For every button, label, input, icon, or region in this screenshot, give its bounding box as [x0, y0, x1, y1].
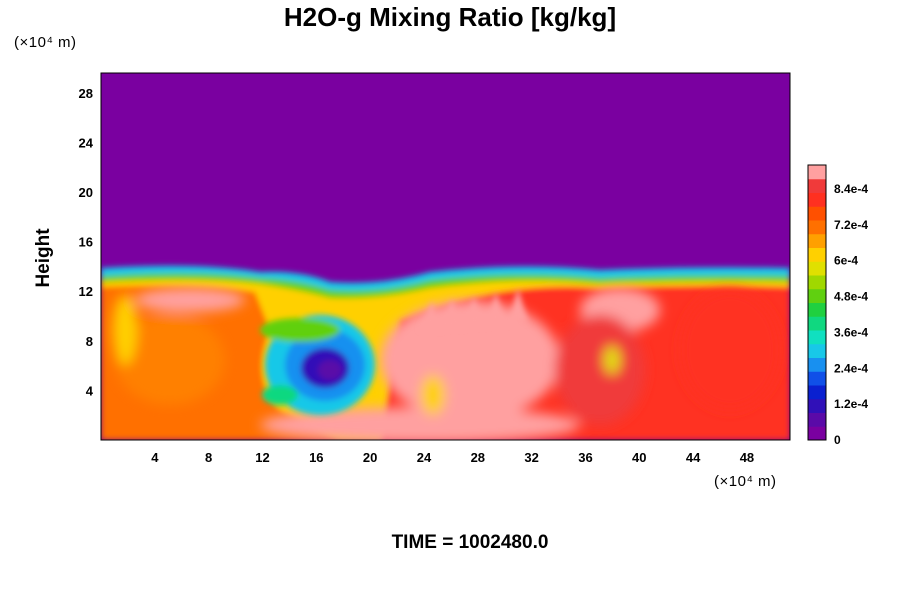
blob-yellow-mid	[421, 375, 445, 415]
x-tick-label: 4	[151, 450, 159, 465]
colorbar-swatch	[808, 165, 826, 180]
colorbar-swatch	[808, 220, 826, 235]
colorbar-tick-label: 1.2e-4	[834, 397, 868, 411]
plume-spikes	[420, 288, 528, 332]
x-tick-label: 20	[363, 450, 377, 465]
x-tick-label: 28	[471, 450, 485, 465]
x-tick-label: 32	[524, 450, 538, 465]
y-tick-label: 28	[79, 86, 93, 101]
colorbar-tick-label: 0	[834, 433, 841, 447]
colorbar-tick-label: 4.8e-4	[834, 290, 868, 304]
x-tick-label: 24	[417, 450, 432, 465]
colorbar-swatch	[808, 426, 826, 441]
x-tick-label: 16	[309, 450, 323, 465]
blob-orange-left	[115, 315, 225, 405]
vortex-left-band	[262, 385, 298, 405]
plot-frame	[100, 72, 791, 441]
colorbar-frame	[807, 164, 827, 441]
colorbar-swatch	[808, 178, 826, 193]
y-tick-label: 12	[79, 284, 93, 299]
colorbar-swatch	[808, 288, 826, 303]
colorbar-tick-label: 8.4e-4	[834, 182, 868, 196]
x-tick-label: 8	[205, 450, 212, 465]
vortex-inner	[318, 360, 342, 380]
colorbar-swatch	[808, 357, 826, 372]
time-label: TIME = 1002480.0	[391, 532, 549, 553]
y-axis-ticks: 4 8 12 16 20 24 28	[79, 86, 94, 399]
colorbar-swatch	[808, 316, 826, 331]
colorbar: 0 1.2e-4 2.4e-4 3.6e-4 4.8e-4 6e-4 7.2e-4 8.4e-…	[807, 164, 868, 447]
blob-red-right	[680, 290, 780, 410]
x-tick-label: 12	[255, 450, 269, 465]
colorbar-swatch	[808, 330, 826, 345]
y-tick-label: 8	[86, 334, 93, 349]
colorbar-swatch	[808, 192, 826, 207]
blob-yellow-left	[113, 295, 137, 365]
x-axis-unit: (×10⁴ m)	[714, 473, 777, 490]
y-axis-unit: (×10⁴ m)	[14, 34, 77, 51]
blob-red-mid	[555, 315, 645, 425]
x-axis-ticks: 4 8 12 16 20 24 28 32 36 40 44 48	[151, 450, 754, 465]
y-tick-label: 20	[79, 185, 93, 200]
colorbar-swatch	[808, 343, 826, 358]
colorbar-swatch	[808, 371, 826, 386]
colorbar-swatch	[808, 275, 826, 290]
colorbar-swatch	[808, 302, 826, 317]
colorbar-tick-label: 6e-4	[834, 254, 858, 268]
y-tick-label: 4	[86, 383, 94, 398]
y-tick-label: 16	[79, 235, 93, 250]
x-tick-label: 48	[740, 450, 754, 465]
blob-pink-top-left	[135, 288, 245, 312]
colorbar-swatch	[808, 233, 826, 248]
colorbar-tick-label: 3.6e-4	[834, 325, 868, 339]
y-tick-label: 24	[79, 135, 94, 150]
x-tick-label: 36	[578, 450, 592, 465]
colorbar-swatch	[808, 261, 826, 276]
chart-title: H2O-g Mixing Ratio [kg/kg]	[283, 2, 617, 32]
colorbar-swatch	[808, 385, 826, 400]
colorbar-swatch	[808, 206, 826, 221]
colorbar-tick-label: 7.2e-4	[834, 218, 868, 232]
colorbar-swatch	[808, 412, 826, 427]
colorbar-tick-label: 2.4e-4	[834, 361, 868, 375]
colorbar-swatch	[808, 398, 826, 413]
blob-pink-bottom	[260, 407, 580, 440]
x-tick-label: 40	[632, 450, 646, 465]
x-tick-label: 44	[686, 450, 701, 465]
heatmap-field	[101, 73, 790, 440]
blob-yellow-right	[604, 346, 620, 374]
vortex-green-arm	[260, 318, 340, 342]
colorbar-swatch	[808, 247, 826, 262]
